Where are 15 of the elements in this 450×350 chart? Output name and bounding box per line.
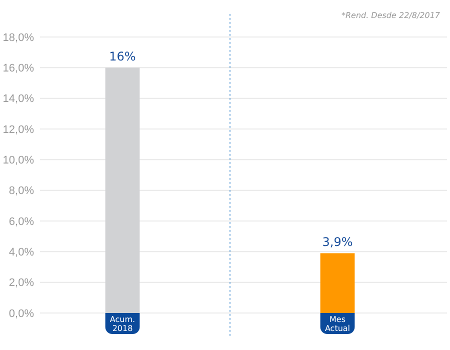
y-tick-label: 10,0% [2, 154, 34, 167]
x-tick-label: Mes Actual [324, 315, 350, 333]
y-tick-label: 4,0% [8, 246, 34, 259]
x-tick-label: Acum. 2018 [110, 315, 136, 333]
data-label: 3,9% [322, 235, 353, 250]
y-tick-label: 12,0% [2, 124, 34, 136]
y-tick-label: 14,0% [2, 93, 34, 106]
y-tick-label: 0,0% [8, 308, 34, 320]
y-tick-label: 6,0% [8, 216, 34, 228]
data-label: 16% [109, 50, 136, 64]
y-tick-label: 18,0% [2, 32, 34, 44]
y-tick-label: 2,0% [8, 277, 34, 290]
y-tick-label: 16,0% [2, 62, 34, 75]
text: *Rend. Desde 22/8/2017 [341, 11, 441, 20]
y-tick-label: 8,0% [8, 185, 34, 198]
